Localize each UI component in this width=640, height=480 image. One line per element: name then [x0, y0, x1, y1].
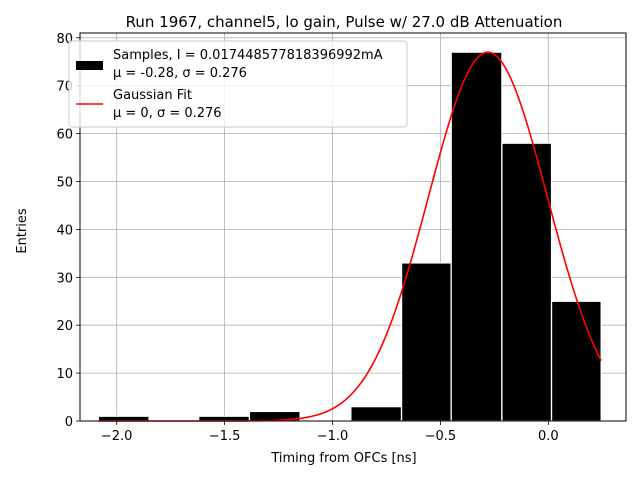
y-tick-label: 0	[65, 415, 73, 430]
histogram-bars	[97, 51, 602, 422]
y-tick-label: 20	[56, 319, 73, 334]
y-axis-label: Entries	[15, 208, 30, 254]
histogram-bar	[350, 405, 403, 422]
legend-label-fit-stats: μ = 0, σ = 0.276	[113, 106, 222, 121]
legend-label-samples-stats: μ = -0.28, σ = 0.276	[113, 66, 247, 81]
legend-label-fit: Gaussian Fit	[113, 88, 192, 103]
legend-swatch-samples	[76, 61, 103, 70]
y-tick-label: 40	[56, 223, 73, 238]
x-tick-label: −1.0	[317, 429, 349, 444]
y-tick-label: 10	[56, 367, 73, 382]
plot-frame	[79, 32, 627, 422]
x-axis-ticks: −2.0 −1.5 −1.0 −0.5 0.0	[101, 421, 559, 444]
chart-title: Run 1967, channel5, lo gain, Pulse w/ 27…	[126, 13, 563, 31]
histogram-bar	[450, 51, 503, 422]
y-tick-label: 30	[56, 271, 73, 286]
histogram-bar	[501, 142, 553, 422]
legend-box	[68, 40, 408, 128]
y-tick-label: 50	[56, 175, 73, 190]
legend-label-samples: Samples, I = 0.017448577818396992mA	[113, 48, 383, 63]
histogram-bar	[400, 262, 452, 422]
x-tick-label: −1.5	[209, 429, 241, 444]
x-tick-label: −2.0	[101, 429, 133, 444]
legend: Samples, I = 0.017448577818396992mA μ = …	[68, 40, 408, 128]
y-tick-label: 60	[56, 128, 73, 143]
x-tick-label: 0.0	[538, 429, 559, 444]
histogram-bar	[550, 300, 602, 422]
x-axis-label: Timing from OFCs [ns]	[270, 451, 416, 466]
x-tick-label: −0.5	[425, 429, 457, 444]
